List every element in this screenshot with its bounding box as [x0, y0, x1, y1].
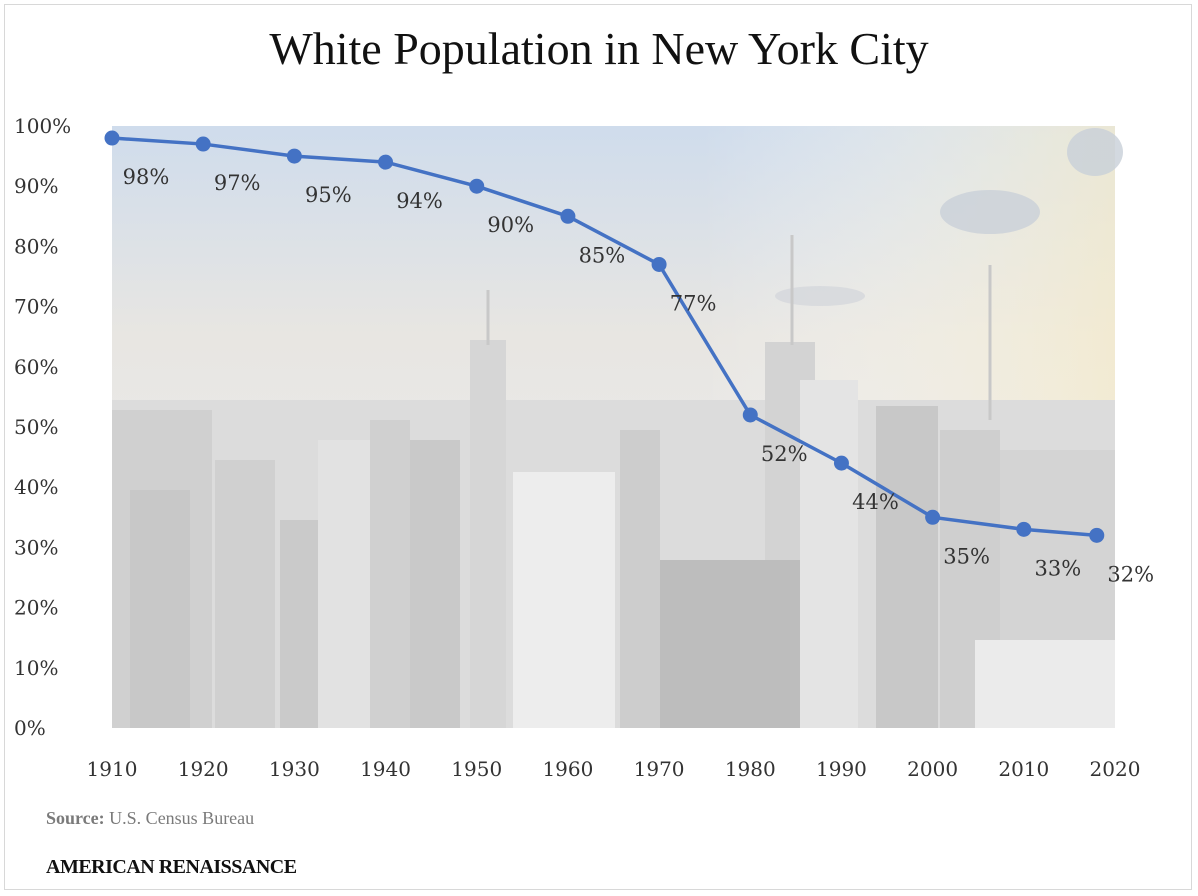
data-point — [925, 509, 941, 525]
source-text: U.S. Census Bureau — [109, 808, 255, 828]
series-line-group — [111, 136, 1097, 538]
x-tick-label: 2020 — [1090, 757, 1141, 781]
data-label: 33% — [1034, 556, 1081, 580]
data-point — [742, 407, 758, 423]
chart-frame — [4, 4, 1192, 890]
y-axis-ticks: 0% 10% 20% 30% 40% 50% 60% 70% 80% 90% 100% — [14, 114, 71, 740]
x-tick-label: 1990 — [816, 757, 867, 781]
data-points — [104, 130, 1105, 543]
data-label: 35% — [943, 544, 990, 568]
y-tick-label: 40% — [14, 475, 58, 499]
x-tick-label: 2010 — [998, 757, 1049, 781]
x-tick-label: 1910 — [87, 757, 138, 781]
data-label: 44% — [852, 490, 899, 514]
x-tick-label: 2000 — [907, 757, 958, 781]
data-point — [469, 178, 485, 194]
data-point — [195, 136, 211, 152]
data-point — [833, 455, 849, 471]
data-label: 52% — [761, 442, 808, 466]
source-label: Source: — [46, 808, 105, 828]
data-label: 94% — [396, 189, 443, 213]
data-label: 85% — [579, 243, 626, 267]
x-tick-label: 1980 — [725, 757, 776, 781]
y-tick-label: 60% — [14, 355, 58, 379]
data-label: 95% — [305, 183, 352, 207]
data-point — [651, 256, 667, 272]
x-tick-label: 1950 — [451, 757, 502, 781]
brand-logo-text: AMERICAN RENAISSANCE — [46, 856, 297, 878]
data-labels: 98% 97% 95% 94% 90% 85% 77% 52% 44% 35% 33% 32% — [123, 165, 1154, 586]
data-label: 98% — [123, 165, 170, 189]
data-label: 32% — [1107, 562, 1154, 586]
data-point — [1016, 521, 1032, 537]
x-tick-label: 1960 — [542, 757, 593, 781]
y-tick-label: 20% — [14, 596, 58, 620]
y-tick-label: 50% — [14, 415, 58, 439]
y-tick-label: 80% — [14, 234, 58, 258]
x-tick-label: 1940 — [360, 757, 411, 781]
y-tick-label: 0% — [14, 716, 46, 740]
x-tick-label: 1920 — [178, 757, 229, 781]
y-tick-label: 100% — [14, 114, 71, 138]
chart-title: White Population in New York City — [269, 23, 929, 74]
data-point — [286, 148, 302, 164]
data-label: 77% — [670, 291, 717, 315]
x-tick-label: 1930 — [269, 757, 320, 781]
series-line — [111, 136, 1097, 538]
skyline-background — [112, 126, 1123, 728]
x-axis-ticks: 1910 1920 1930 1940 1950 1960 1970 1980 1990 2000… — [87, 757, 1141, 781]
y-tick-label: 70% — [14, 295, 58, 319]
data-point — [104, 130, 120, 146]
y-tick-label: 30% — [14, 535, 58, 559]
y-tick-label: 10% — [14, 656, 58, 680]
y-tick-label: 90% — [14, 174, 58, 198]
data-point — [1089, 527, 1105, 543]
data-label: 90% — [487, 213, 534, 237]
x-tick-label: 1970 — [634, 757, 685, 781]
data-label: 97% — [214, 171, 261, 195]
data-point — [560, 208, 576, 224]
data-point — [378, 154, 394, 170]
source-note: Source: U.S. Census Bureau — [46, 808, 254, 829]
